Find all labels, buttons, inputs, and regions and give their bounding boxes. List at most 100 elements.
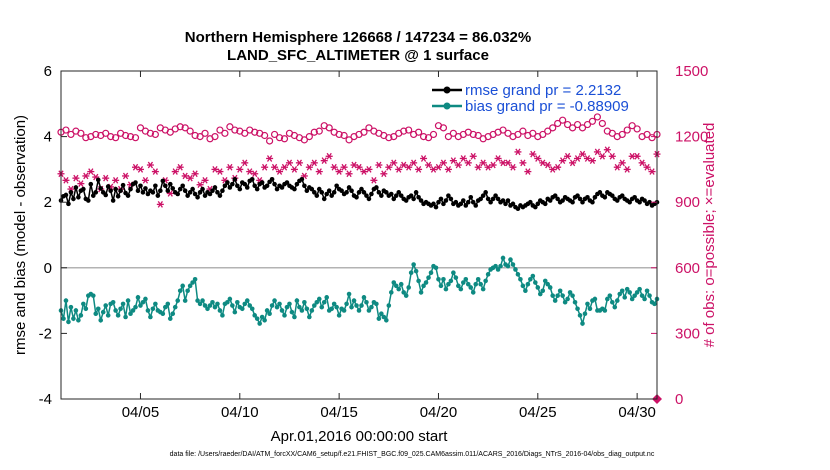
obs-possible-point — [439, 124, 448, 132]
rmse-point — [95, 177, 101, 183]
obs-evaluated-point — [484, 163, 492, 171]
y-tick-label: -2 — [39, 325, 52, 342]
obs-possible-point — [92, 130, 100, 139]
obs-possible-point — [226, 123, 234, 131]
bias-point — [515, 272, 521, 277]
rmse-point — [274, 186, 280, 192]
rmse-point — [575, 193, 580, 198]
bias-point — [182, 298, 188, 303]
obs-evaluated-point — [151, 168, 159, 175]
asterisk-stroke — [376, 161, 382, 169]
asterisk-stroke — [495, 155, 501, 162]
rmse-point — [150, 190, 156, 195]
asterisk-stroke — [525, 168, 531, 175]
asterisk-stroke — [257, 176, 263, 184]
asterisk-stroke — [222, 176, 228, 184]
rmse-point — [374, 185, 379, 190]
bias-point — [408, 270, 414, 276]
asterisk-stroke — [88, 168, 94, 175]
asterisk-stroke — [391, 159, 397, 167]
y-axis-label: rmse and bias (model - observation) — [12, 115, 29, 355]
asterisk-stroke — [78, 180, 84, 187]
rmse-point — [138, 183, 143, 189]
obs-evaluated-point — [439, 159, 447, 167]
obs-evaluated-point — [325, 152, 333, 160]
rmse-point — [438, 196, 444, 202]
rmse-point — [284, 180, 290, 185]
obs-evaluated-point — [171, 168, 179, 175]
obs-possible-point — [549, 124, 557, 132]
bias-point — [312, 303, 317, 308]
bias-point — [319, 304, 325, 310]
bias-point — [379, 311, 384, 317]
rmse-point — [627, 199, 632, 205]
asterisk-stroke — [465, 159, 471, 167]
asterisk-stroke — [247, 168, 253, 175]
obs-evaluated-point — [618, 159, 626, 167]
rmse-point — [585, 194, 590, 200]
asterisk-stroke — [624, 166, 630, 173]
obs-evaluated-point — [588, 157, 596, 165]
obs-possible-point — [643, 130, 651, 139]
rmse-point — [269, 176, 275, 182]
obs-possible-point — [201, 129, 209, 137]
rmse-point — [155, 193, 161, 198]
obs-evaluated-point — [176, 163, 184, 171]
rmse-point — [329, 193, 334, 198]
bias-point — [195, 298, 200, 303]
bias-point — [200, 298, 205, 303]
obs-possible-point — [62, 126, 70, 134]
rmse-point — [356, 190, 362, 195]
rmse-point — [510, 201, 516, 207]
bias-point — [279, 308, 285, 313]
rmse-point — [597, 190, 603, 195]
obs-possible-point — [151, 130, 159, 139]
obs-evaluated-point — [72, 174, 80, 182]
bias-point — [540, 288, 546, 294]
rmse-point — [192, 191, 198, 197]
rmse-point — [105, 184, 111, 189]
rmse-point — [493, 193, 498, 198]
asterisk-stroke — [227, 163, 233, 171]
asterisk-stroke — [619, 159, 625, 167]
bias-point — [167, 316, 173, 321]
bias-point — [180, 283, 185, 289]
rmse-point — [468, 194, 474, 200]
obs-evaluated-point — [648, 168, 656, 175]
asterisk-stroke — [202, 176, 208, 184]
bias-point — [307, 314, 312, 320]
bias-point — [148, 314, 153, 320]
x-tick-label: 04/15 — [320, 404, 358, 421]
obs-possible-point — [544, 127, 552, 135]
bias-point — [423, 280, 429, 285]
obs-evaluated-point — [141, 176, 149, 184]
obs-evaluated-point — [579, 150, 586, 158]
bias-point — [205, 306, 210, 312]
bias-point — [528, 276, 533, 282]
obs-evaluated-point — [295, 159, 303, 167]
y-axis-label-right: # of obs: o=possible; ×=evaluated — [701, 123, 718, 348]
rmse-point — [210, 188, 215, 194]
obs-evaluated-point — [454, 161, 462, 169]
rmse-point — [177, 186, 183, 192]
x-tick-label: 04/20 — [420, 404, 458, 421]
bias-point — [202, 303, 208, 308]
obs-evaluated-point — [241, 159, 249, 167]
bias-point — [76, 317, 81, 323]
obs-possible-point — [275, 134, 284, 142]
rmse-point — [361, 190, 367, 195]
obs-possible-point — [400, 127, 408, 135]
rmse-point — [187, 190, 193, 195]
rmse-point — [180, 183, 185, 189]
obs-evaluated-point — [430, 166, 437, 173]
bias-point — [324, 295, 330, 300]
bias-point — [537, 291, 543, 297]
rmse-point — [135, 188, 141, 194]
rmse-point — [140, 190, 146, 195]
bias-point — [547, 285, 553, 290]
obs-possible-point — [529, 129, 537, 137]
bias-point — [125, 298, 131, 303]
obs-possible-point — [583, 120, 592, 129]
bias-point — [341, 308, 347, 313]
rmse-point — [590, 199, 595, 205]
